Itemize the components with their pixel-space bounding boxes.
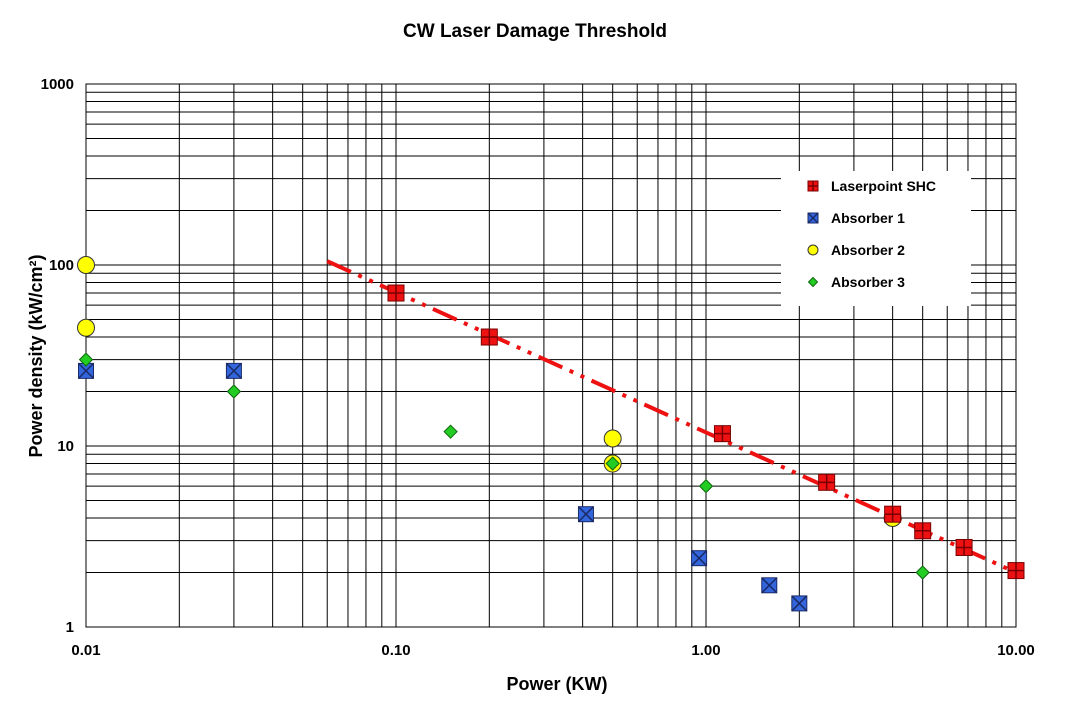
legend-marker-absorber-3 [807,276,819,288]
point-laserpoint-shc [1007,562,1025,580]
point-absorber-3 [698,478,714,494]
point-laserpoint-shc [387,284,405,302]
point-absorber-3 [443,424,458,439]
legend: Laserpoint SHC Absorber 1 Absorber 2 Absorb… [781,171,971,306]
point-absorber-1 [577,506,594,523]
x-tick-label: 1.00 [691,642,720,659]
point-absorber-3 [226,384,242,399]
legend-label: Laserpoint SHC [831,178,936,194]
x-tick-label: 0.10 [381,642,410,659]
y-tick-label: 1000 [41,76,74,93]
point-laserpoint-shc [884,505,902,523]
plot-area-border [85,83,1017,628]
trendline [326,259,1017,575]
x-tick-label: 10.00 [997,642,1035,659]
x-axis-label: Power (KW) [507,674,608,694]
point-absorber-3 [605,456,620,471]
y-tick-label: 10 [57,438,74,455]
x-tick-label: 0.01 [71,642,100,659]
x-tick-labels: 0.01 0.10 1.00 10.00 [71,642,1034,659]
point-absorber-1 [691,550,708,567]
legend-marker-absorber-1 [807,212,819,224]
grid [85,84,1016,628]
point-absorber-1 [791,595,808,612]
legend-label: Absorber 2 [831,242,905,258]
point-absorber-2 [77,318,95,337]
point-absorber-3 [78,352,94,367]
point-laserpoint-shc [480,328,498,346]
y-tick-label: 100 [49,257,74,274]
point-absorber-3 [915,565,930,580]
legend-label: Absorber 1 [831,210,905,226]
point-absorber-2 [603,429,622,448]
point-absorber-2 [77,256,95,274]
legend-label: Absorber 3 [831,274,905,290]
data-points [77,256,1025,612]
point-laserpoint-shc [914,522,932,540]
legend-marker-laserpoint-shc [807,180,819,192]
point-absorber-1 [225,362,242,379]
y-axis-label: Power density (kW/cm²) [26,254,46,457]
y-tick-label: 1 [66,619,74,636]
y-tick-labels: 1 10 100 1000 [41,76,74,636]
point-laserpoint-shc [818,473,836,491]
point-laserpoint-shc [955,538,973,556]
legend-marker-absorber-2 [807,244,819,256]
point-absorber-1 [77,362,95,379]
trendline-laserpoint-shc [326,259,1017,575]
chart-title: CW Laser Damage Threshold [403,21,667,42]
point-absorber-1 [761,577,778,594]
point-laserpoint-shc [713,425,731,443]
